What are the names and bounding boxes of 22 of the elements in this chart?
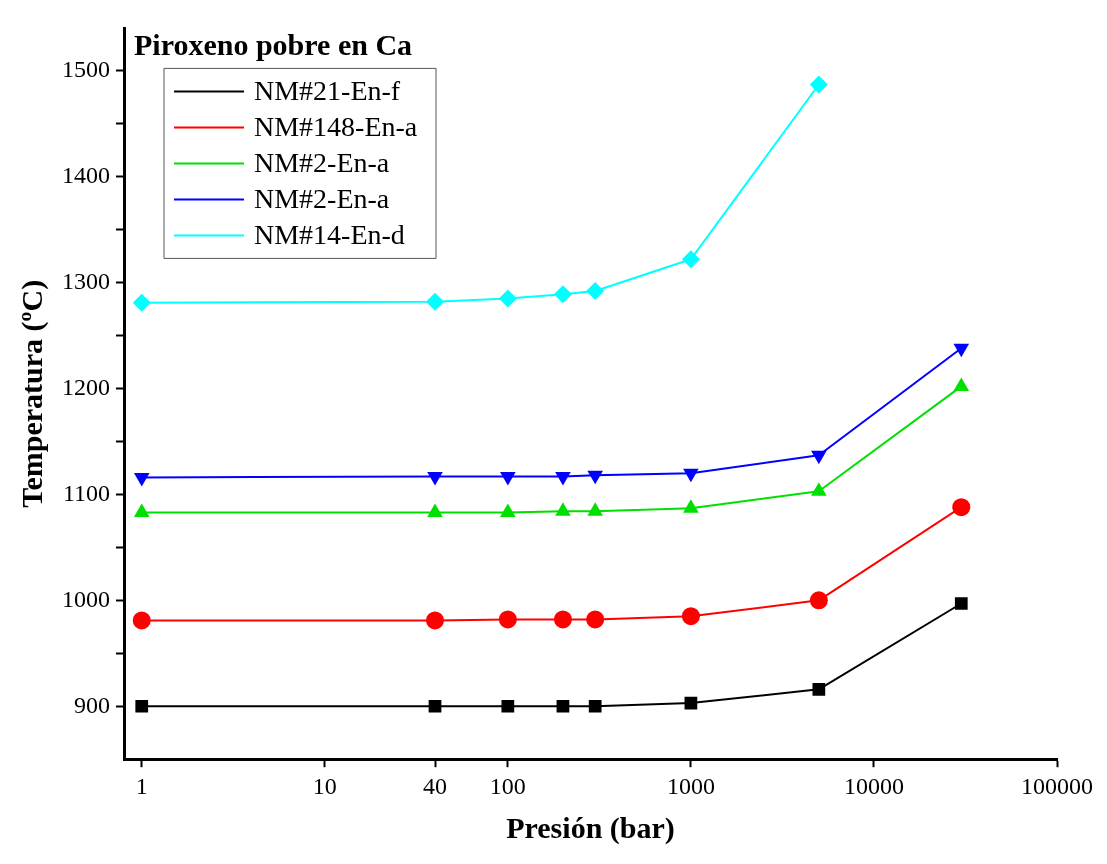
legend-label: NM#21-En-f [254, 74, 401, 106]
y-tick-label: 1200 [62, 373, 110, 400]
y-tick-label: 1100 [62, 479, 110, 506]
x-axis-title: Presión (bar) [506, 810, 675, 845]
legend-label: NM#148-En-a [254, 110, 418, 142]
legend-label: NM#2-En-a [254, 146, 390, 178]
y-tick-label: 900 [74, 691, 110, 718]
y-tick-label: 1300 [62, 267, 110, 294]
x-tick-label: 1000 [666, 772, 715, 799]
x-tick-label: 100 [489, 772, 526, 799]
y-axis-title: Temperatura (ºC) [14, 279, 49, 508]
y-tick-label: 1400 [62, 161, 110, 188]
x-tick-label: 40 [423, 772, 447, 799]
x-tick-label: 1 [135, 772, 148, 799]
y-tick-label: 1000 [62, 585, 110, 612]
x-tick-label: 10000 [843, 772, 904, 799]
chart-title: Piroxeno pobre en Ca [134, 28, 413, 62]
x-tick-label: 100000 [1021, 772, 1093, 799]
x-tick-label: 10 [312, 772, 337, 799]
y-tick-label: 1500 [62, 56, 110, 83]
legend-label: NM#2-En-a [254, 182, 390, 214]
legend-label: NM#14-En-d [254, 218, 405, 250]
